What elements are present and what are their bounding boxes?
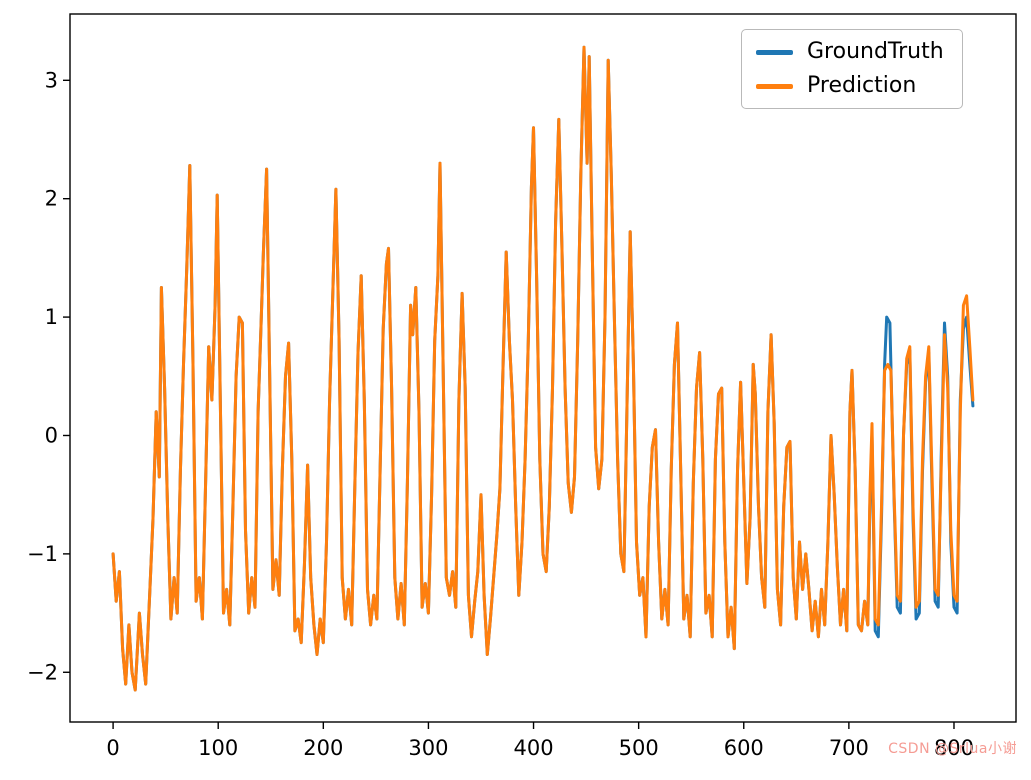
- y-tick-label: −2: [27, 660, 58, 684]
- legend-item-prediction: Prediction: [756, 75, 944, 97]
- y-tick-label: 3: [45, 68, 58, 92]
- x-tick-label: 500: [619, 736, 659, 760]
- axes-frame: [69, 13, 1017, 723]
- x-tick-label: 600: [724, 736, 764, 760]
- x-tick-label: 700: [829, 736, 869, 760]
- x-tick-label: 400: [513, 736, 553, 760]
- y-tick-label: 1: [45, 305, 58, 329]
- legend-label-groundtruth: GroundTruth: [807, 39, 944, 64]
- legend-label-prediction: Prediction: [807, 73, 917, 98]
- y-tick-label: 2: [45, 187, 58, 211]
- y-tick-label: −1: [27, 542, 58, 566]
- x-tick-label: 800: [934, 736, 974, 760]
- groundtruth-line-swatch: [756, 49, 793, 55]
- y-tick-label: 0: [45, 423, 58, 447]
- series-line-prediction: [111, 45, 975, 692]
- watermark: CSDN @Srlua小谢: [888, 741, 1017, 757]
- x-tick-label: 200: [303, 736, 343, 760]
- legend: GroundTruth Prediction: [741, 29, 963, 109]
- x-tick-label: 0: [106, 736, 119, 760]
- legend-item-groundtruth: GroundTruth: [756, 41, 944, 63]
- x-tick-label: 100: [198, 736, 238, 760]
- prediction-line-swatch: [756, 83, 793, 89]
- x-tick-label: 300: [408, 736, 448, 760]
